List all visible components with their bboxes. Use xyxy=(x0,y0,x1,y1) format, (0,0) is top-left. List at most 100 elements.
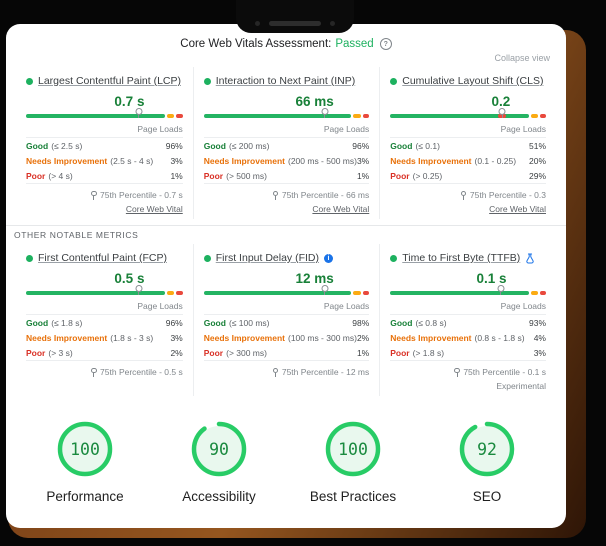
good-row: Good (≤ 1.8 s) 96% xyxy=(26,317,183,328)
score-label: Best Practices xyxy=(309,489,397,504)
page-loads-label: Page Loads xyxy=(137,124,183,134)
metric-value: 66 ms xyxy=(295,94,334,109)
good-status-dot xyxy=(390,77,398,85)
page-loads-label: Page Loads xyxy=(323,124,370,134)
score-seo[interactable]: 92 SEO xyxy=(420,420,554,504)
cwv-assessment-header: Core Web Vitals Assessment: Passed ? xyxy=(6,24,566,50)
metric-card-cls: Cumulative Layout Shift (CLS) 0.2 Page L… xyxy=(379,67,556,219)
good-row: Good (≤ 200 ms) 96% xyxy=(203,140,370,151)
core-web-vitals-grid: Largest Contentful Paint (LCP) 0.7 s Pag… xyxy=(16,67,556,219)
section-divider xyxy=(6,225,566,226)
info-icon[interactable]: i xyxy=(324,253,334,263)
good-status-dot xyxy=(203,77,211,85)
percentile-row: 75th Percentile - 0.7 s xyxy=(26,190,183,200)
score-label: Performance xyxy=(46,489,124,504)
good-status-dot xyxy=(390,254,398,262)
page-loads-label: Page Loads xyxy=(137,301,183,311)
needs-improvement-row: Needs Improvement (200 ms - 500 ms) 3% xyxy=(203,155,370,166)
poor-row: Poor (> 0.25) 29% xyxy=(390,170,546,181)
needs-improvement-row: Needs Improvement (0.1 - 0.25) 20% xyxy=(390,155,546,166)
score-value: 100 xyxy=(338,439,368,459)
percentile-pin-icon xyxy=(135,285,143,292)
score-label: SEO xyxy=(472,489,502,504)
distribution-bar xyxy=(203,108,370,120)
metric-link-cls[interactable]: Cumulative Layout Shift (CLS) xyxy=(402,75,544,87)
score-value: 100 xyxy=(70,439,100,459)
percentile-pin-icon xyxy=(321,108,329,115)
metric-value: 0.1 s xyxy=(476,271,507,286)
distribution-bar xyxy=(203,285,370,297)
score-value: 90 xyxy=(209,439,229,459)
poor-row: Poor (> 1.8 s) 3% xyxy=(390,347,546,358)
distribution-bar xyxy=(26,108,183,120)
score-best-practices[interactable]: 100 Best Practices xyxy=(286,420,420,504)
metric-link-ttfb[interactable]: Time to First Byte (TTFB) xyxy=(402,252,521,264)
metric-value: 12 ms xyxy=(295,271,334,286)
score-gauge: 100 xyxy=(324,420,382,478)
pin-icon xyxy=(454,367,460,377)
other-metrics-grid: First Contentful Paint (FCP) 0.5 s Page … xyxy=(16,244,556,396)
core-web-vital-link[interactable]: Core Web Vital xyxy=(312,204,370,214)
pin-icon xyxy=(272,367,279,377)
assessment-status: Passed xyxy=(335,38,374,50)
pin-icon xyxy=(91,367,97,377)
page-loads-label: Page Loads xyxy=(323,301,370,311)
poor-row: Poor (> 4 s) 1% xyxy=(26,170,183,181)
lighthouse-scores: 100 Performance 90 Accessibility xyxy=(18,420,554,504)
distribution-bar xyxy=(390,285,546,297)
poor-row: Poor (> 3 s) 2% xyxy=(26,347,183,358)
percentile-row: 75th Percentile - 0.1 s xyxy=(390,367,546,377)
score-gauge: 92 xyxy=(458,420,516,478)
metric-link-inp[interactable]: Interaction to Next Paint (INP) xyxy=(215,75,356,87)
score-gauge: 90 xyxy=(190,420,248,478)
metric-value: 0.2 xyxy=(491,94,511,109)
pin-icon xyxy=(460,190,467,200)
needs-improvement-row: Needs Improvement (2.5 s - 4 s) 3% xyxy=(26,155,183,166)
pin-icon xyxy=(272,190,279,200)
help-icon[interactable]: ? xyxy=(379,38,392,50)
distribution-bar xyxy=(26,285,183,297)
metric-card-ttfb: Time to First Byte (TTFB) 0.1 s Page Loa… xyxy=(379,244,556,396)
poor-row: Poor (> 500 ms) 1% xyxy=(203,170,370,181)
core-web-vital-link[interactable]: Core Web Vital xyxy=(489,204,546,214)
metric-value: 0.5 s xyxy=(114,271,145,286)
percentile-row: 75th Percentile - 66 ms xyxy=(204,190,369,200)
percentile-pin-icon xyxy=(497,285,505,292)
experimental-label: Experimental xyxy=(496,381,546,391)
percentile-pin-icon xyxy=(321,285,329,292)
assessment-title: Core Web Vitals Assessment: xyxy=(180,38,332,50)
core-web-vital-link[interactable]: Core Web Vital xyxy=(125,204,183,214)
percentile-pin-icon xyxy=(498,108,506,115)
score-accessibility[interactable]: 90 Accessibility xyxy=(152,420,286,504)
percentile-row: 75th Percentile - 12 ms xyxy=(204,367,369,377)
metric-link-fid[interactable]: First Input Delay (FID) xyxy=(215,252,320,264)
distribution-bar xyxy=(390,108,546,120)
good-row: Good (≤ 2.5 s) 96% xyxy=(26,140,183,151)
needs-improvement-row: Needs Improvement (1.8 s - 3 s) 3% xyxy=(26,332,183,343)
metric-link-fcp[interactable]: First Contentful Paint (FCP) xyxy=(38,252,167,264)
score-performance[interactable]: 100 Performance xyxy=(18,420,152,504)
collapse-view-link[interactable]: Collapse view xyxy=(494,53,550,63)
metric-card-fid: First Input Delay (FID) i 12 ms Page Loa… xyxy=(192,244,380,396)
score-value: 92 xyxy=(477,439,497,459)
needs-improvement-row: Needs Improvement (100 ms - 300 ms) 2% xyxy=(203,332,370,343)
device-camera-notch xyxy=(236,0,354,33)
speaker-slot-icon xyxy=(269,21,321,26)
metric-card-fcp: First Contentful Paint (FCP) 0.5 s Page … xyxy=(16,244,193,396)
page-loads-label: Page Loads xyxy=(500,301,546,311)
pin-icon xyxy=(91,190,97,200)
percentile-row: 75th Percentile - 0.3 xyxy=(390,190,546,200)
score-label: Accessibility xyxy=(182,489,256,504)
report-screen: Core Web Vitals Assessment: Passed ? Col… xyxy=(6,24,566,528)
percentile-pin-icon xyxy=(135,108,143,115)
metric-card-lcp: Largest Contentful Paint (LCP) 0.7 s Pag… xyxy=(16,67,193,219)
experimental-flask-icon xyxy=(526,253,534,263)
camera-dot-icon xyxy=(330,21,335,26)
poor-row: Poor (> 300 ms) 1% xyxy=(203,347,370,358)
score-gauge: 100 xyxy=(56,420,114,478)
needs-improvement-row: Needs Improvement (0.8 s - 1.8 s) 4% xyxy=(390,332,546,343)
other-notable-metrics-label: OTHER NOTABLE METRICS xyxy=(14,230,139,240)
metric-link-lcp[interactable]: Largest Contentful Paint (LCP) xyxy=(38,75,181,87)
good-status-dot xyxy=(26,77,33,85)
